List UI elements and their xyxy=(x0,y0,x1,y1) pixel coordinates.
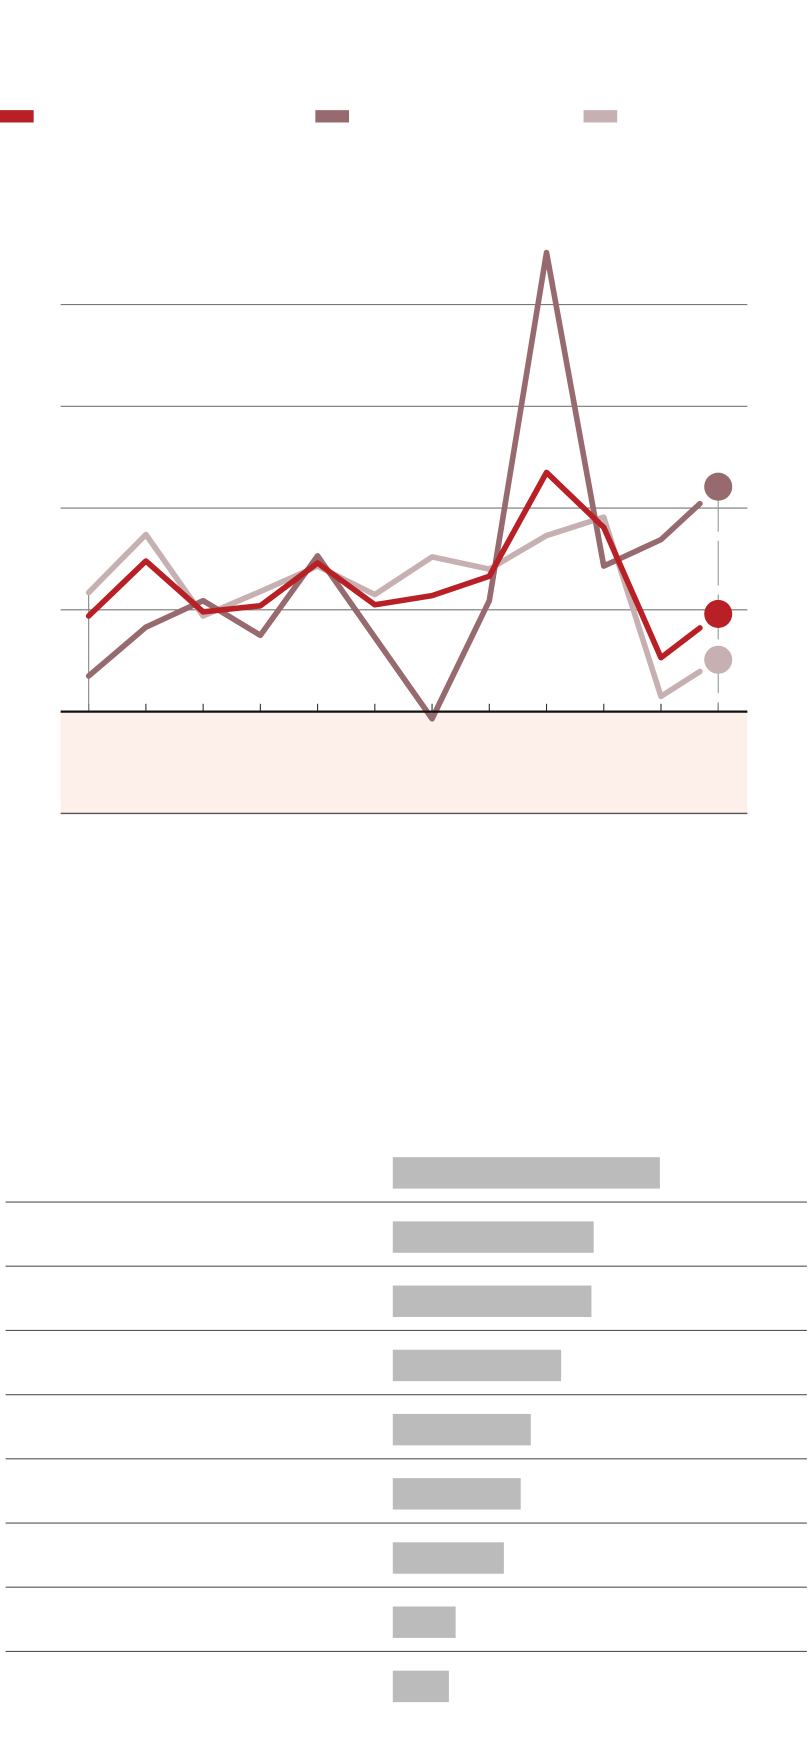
series-line-1 xyxy=(85,469,703,661)
legend-swatch-3 xyxy=(583,110,618,123)
bar-chart xyxy=(5,1157,807,1703)
series-line-2 xyxy=(85,249,703,722)
bar xyxy=(392,1478,521,1510)
end-point-dot-3 xyxy=(704,645,733,674)
end-point-dot-2 xyxy=(704,472,733,501)
bar xyxy=(392,1606,456,1638)
end-point-dot-1 xyxy=(704,599,733,628)
negative-band xyxy=(60,711,748,814)
bar xyxy=(392,1157,660,1189)
legend-swatch-2 xyxy=(315,110,350,123)
line-chart xyxy=(60,249,748,815)
bar xyxy=(392,1542,504,1574)
legend-swatch-1 xyxy=(0,110,34,123)
legend xyxy=(0,110,618,123)
bar xyxy=(392,1221,594,1253)
bar xyxy=(392,1285,592,1317)
bar xyxy=(392,1413,531,1446)
bar xyxy=(392,1670,449,1703)
bar xyxy=(392,1349,562,1382)
